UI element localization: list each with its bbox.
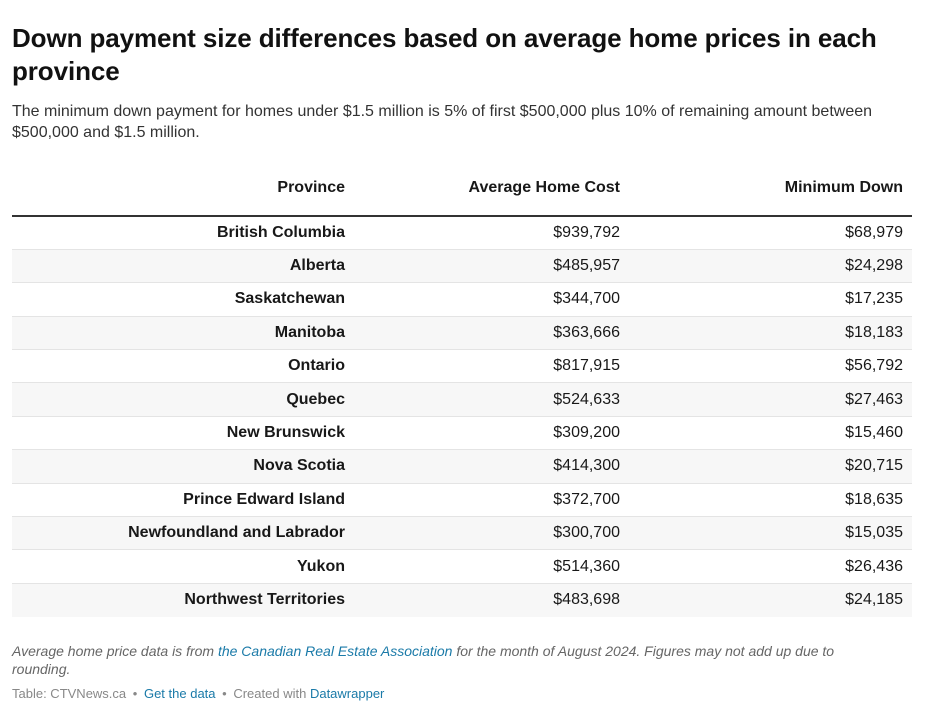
notes-text-after: for the month of August 2024. Figures ma… <box>12 642 835 677</box>
table-row: British Columbia $939,792 $68,979 <box>12 216 912 250</box>
province-cell: Manitoba <box>12 316 354 351</box>
average-home-cost-cell: $414,300 <box>354 449 629 484</box>
average-home-cost-cell: $939,792 <box>354 216 629 250</box>
average-home-cost-cell: $524,633 <box>354 382 629 417</box>
footer-separator: • <box>132 685 138 701</box>
province-cell: New Brunswick <box>12 416 354 451</box>
province-cell: Newfoundland and Labrador <box>12 516 354 551</box>
province-cell: Alberta <box>12 249 354 284</box>
minimum-down-cell: $18,183 <box>629 316 912 351</box>
province-cell: Nova Scotia <box>12 449 354 484</box>
minimum-down-cell: $18,635 <box>629 483 912 518</box>
column-header-average-home-cost[interactable]: Average Home Cost <box>354 179 629 217</box>
chart-title: Down payment size differences based on a… <box>12 23 877 86</box>
crea-source-link[interactable]: the Canadian Real Estate Association <box>217 642 453 659</box>
table-row: Ontario $817,915 $56,792 <box>12 349 912 384</box>
footer-source: Table: CTVNews.ca <box>12 685 127 701</box>
chart-footer: Table: CTVNews.ca • Get the data • Creat… <box>12 686 912 701</box>
minimum-down-cell: $17,235 <box>629 282 912 317</box>
table-row: Quebec $524,633 $27,463 <box>12 382 912 417</box>
table-row: Newfoundland and Labrador $300,700 $15,0… <box>12 516 912 551</box>
chart-subtitle: The minimum down payment for homes under… <box>12 103 873 141</box>
average-home-cost-cell: $485,957 <box>354 249 629 284</box>
table-row: Northwest Territories $483,698 $24,185 <box>12 583 912 617</box>
data-table: Province Average Home Cost Minimum Down … <box>12 179 912 617</box>
minimum-down-cell: $20,715 <box>629 449 912 484</box>
table-row: Yukon $514,360 $26,436 <box>12 549 912 584</box>
average-home-cost-cell: $483,698 <box>354 583 629 617</box>
table-row: Nova Scotia $414,300 $20,715 <box>12 449 912 484</box>
minimum-down-cell: $26,436 <box>629 549 912 584</box>
table-row: Saskatchewan $344,700 $17,235 <box>12 282 912 317</box>
average-home-cost-cell: $817,915 <box>354 349 629 384</box>
datawrapper-link[interactable]: Datawrapper <box>309 685 385 701</box>
average-home-cost-cell: $344,700 <box>354 282 629 317</box>
average-home-cost-cell: $372,700 <box>354 483 629 518</box>
chart-notes: Average home price data is from the Cana… <box>12 642 892 678</box>
minimum-down-cell: $68,979 <box>629 216 912 250</box>
footer-separator: • <box>222 685 227 701</box>
table-row: Alberta $485,957 $24,298 <box>12 249 912 284</box>
province-cell: Saskatchewan <box>12 282 354 317</box>
province-cell: Prince Edward Island <box>12 483 354 518</box>
notes-text-before: Average home price data is from <box>12 642 218 659</box>
table-row: Manitoba $363,666 $18,183 <box>12 316 912 351</box>
average-home-cost-cell: $300,700 <box>354 516 629 551</box>
minimum-down-cell: $56,792 <box>629 349 912 384</box>
minimum-down-cell: $15,035 <box>629 516 912 551</box>
average-home-cost-cell: $309,200 <box>354 416 629 451</box>
footer-created-with: Created with <box>233 685 307 701</box>
average-home-cost-cell: $514,360 <box>354 549 629 584</box>
minimum-down-cell: $24,298 <box>629 249 912 284</box>
minimum-down-cell: $15,460 <box>629 416 912 451</box>
province-cell: Quebec <box>12 382 354 417</box>
average-home-cost-cell: $363,666 <box>354 316 629 351</box>
minimum-down-cell: $27,463 <box>629 382 912 417</box>
table-row: Prince Edward Island $372,700 $18,635 <box>12 483 912 518</box>
province-cell: British Columbia <box>12 216 354 250</box>
province-cell: Ontario <box>12 349 354 384</box>
minimum-down-cell: $24,185 <box>629 583 912 617</box>
province-cell: Northwest Territories <box>12 583 354 617</box>
get-the-data-link[interactable]: Get the data <box>143 685 216 701</box>
table-header-row: Province Average Home Cost Minimum Down <box>12 179 912 217</box>
province-cell: Yukon <box>12 549 354 584</box>
column-header-minimum-down[interactable]: Minimum Down <box>629 179 912 217</box>
table-row: New Brunswick $309,200 $15,460 <box>12 416 912 451</box>
column-header-province[interactable]: Province <box>12 179 354 217</box>
